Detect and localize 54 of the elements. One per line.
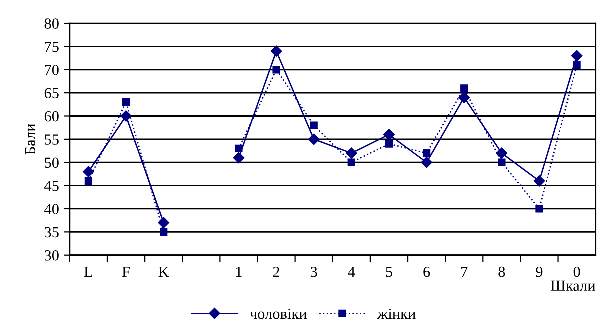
point xyxy=(421,157,432,168)
point xyxy=(534,176,546,187)
y-tick-label: 50 xyxy=(45,158,59,168)
y-tick-label: 75 xyxy=(45,42,59,52)
x-tick-label: 4 xyxy=(348,267,356,278)
y-tick-label: 30 xyxy=(44,250,59,261)
y-tick-label: 40 xyxy=(44,204,59,214)
point xyxy=(571,50,583,62)
x-tick-label: 7 xyxy=(462,267,468,278)
point xyxy=(233,152,245,164)
y-tick-label: 80 xyxy=(44,18,59,29)
point xyxy=(498,158,506,166)
x-tick-label: 5 xyxy=(386,267,392,278)
point xyxy=(458,92,470,104)
point xyxy=(270,46,282,57)
x-tick-label: 8 xyxy=(498,266,506,278)
point xyxy=(235,144,243,153)
point xyxy=(272,66,280,74)
point xyxy=(308,134,320,146)
point xyxy=(346,148,358,159)
y-tick-label: 70 xyxy=(45,65,59,76)
x-tick-label: F xyxy=(122,267,130,278)
x-tick-label: 2 xyxy=(273,266,280,278)
point xyxy=(384,129,395,140)
point xyxy=(573,61,581,70)
y-tick-label: 35 xyxy=(44,227,59,238)
point xyxy=(160,228,168,236)
y-tick-label: 65 xyxy=(44,88,59,99)
x-tick-label: 0 xyxy=(574,266,580,278)
x-tick-label: L xyxy=(84,267,92,278)
x-tick-label: 9 xyxy=(536,266,543,278)
point xyxy=(158,217,170,229)
x-axis-title: Шкали xyxy=(550,280,596,292)
x-tick-label: 1 xyxy=(236,266,242,278)
point xyxy=(120,110,132,122)
x-tick-label: 6 xyxy=(424,266,430,278)
y-tick-label: 45 xyxy=(44,181,59,192)
point xyxy=(83,166,94,178)
point xyxy=(84,177,93,185)
point xyxy=(122,98,130,106)
point xyxy=(348,158,356,166)
point xyxy=(422,150,431,158)
y-tick-label: 60 xyxy=(44,111,59,122)
x-tick-label: K xyxy=(158,267,170,278)
point xyxy=(536,205,544,213)
point xyxy=(385,140,394,148)
point xyxy=(496,148,508,159)
point xyxy=(460,84,468,92)
x-tick-label: 3 xyxy=(311,266,318,278)
legend-label: жінки xyxy=(378,308,416,319)
y-axis-title: Бали xyxy=(25,124,36,155)
point xyxy=(310,122,318,130)
y-tick-label: 55 xyxy=(45,134,59,145)
legend-label: чоловіки xyxy=(250,308,307,320)
